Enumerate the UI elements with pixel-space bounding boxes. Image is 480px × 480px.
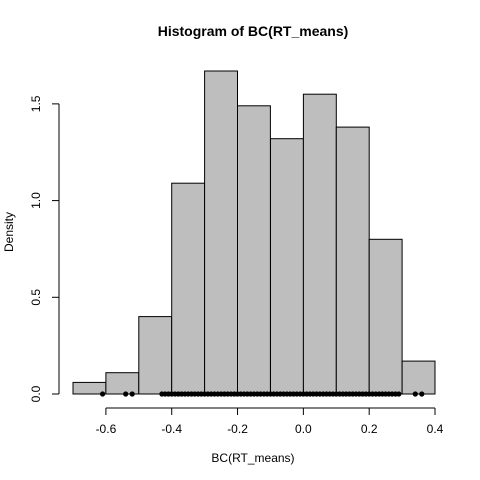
x-tick-label-0: -0.6: [96, 422, 117, 436]
x-tick-label-3: 0.0: [295, 422, 312, 436]
y-axis: 0.0 0.5 1.0 1.5: [29, 95, 59, 402]
rug-point-75: [396, 391, 401, 396]
y-tick-label-3: 1.5: [29, 95, 43, 112]
rug-point-0: [100, 391, 105, 396]
histogram-bar-8: [336, 127, 369, 394]
histogram-bar-4: [205, 71, 238, 394]
x-axis: -0.6 -0.4 -0.2 0.0 0.2 0.4: [96, 408, 444, 436]
histogram-bar-10: [402, 361, 435, 394]
histogram-bar-5: [238, 106, 271, 394]
rug-point-2: [130, 391, 135, 396]
y-tick-label-0: 0.0: [29, 385, 43, 402]
y-tick-label-1: 0.5: [29, 289, 43, 306]
histogram-bar-7: [303, 94, 336, 394]
histogram-bar-3: [172, 183, 205, 394]
x-tick-label-2: -0.2: [227, 422, 248, 436]
histogram-bar-6: [271, 139, 304, 394]
x-tick-label-5: 0.4: [427, 422, 444, 436]
x-tick-label-4: 0.2: [361, 422, 378, 436]
rug-point-1: [123, 391, 128, 396]
x-axis-label: BC(RT_means): [211, 451, 294, 465]
histogram-bar-9: [369, 239, 402, 394]
y-axis-label: Density: [2, 212, 16, 252]
rug-point-76: [413, 391, 418, 396]
histogram-bars: [73, 71, 435, 394]
x-tick-label-1: -0.4: [161, 422, 182, 436]
chart-title: Histogram of BC(RT_means): [158, 23, 349, 39]
rug-point-77: [419, 391, 424, 396]
histogram-bar-1: [106, 373, 139, 394]
y-tick-label-2: 1.0: [29, 192, 43, 209]
histogram-bar-2: [139, 317, 172, 394]
